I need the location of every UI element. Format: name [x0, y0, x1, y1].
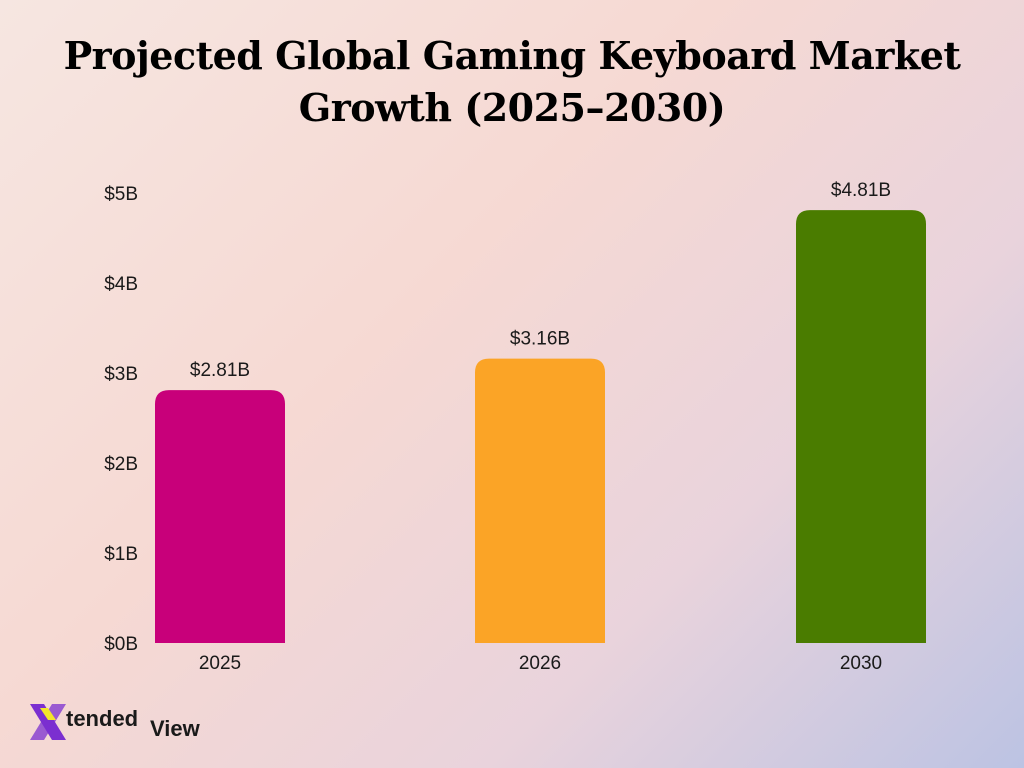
- bar-2030: [796, 210, 926, 643]
- x-tick-label-2025: 2025: [199, 653, 241, 674]
- y-axis-ticks: $0B $1B $2B $3B $4B $5B: [104, 184, 138, 655]
- xtendedview-logo: tended View: [26, 700, 226, 744]
- y-tick-label: $5B: [104, 184, 138, 205]
- logo-word-tended: tended: [66, 706, 139, 731]
- bars: [155, 210, 926, 643]
- y-tick-label: $0B: [104, 634, 138, 655]
- logo-word-view: View: [150, 716, 200, 741]
- value-label-2026: $3.16B: [510, 329, 570, 350]
- chart-title-line-1: Projected Global Gaming Keyboard Market: [63, 33, 961, 78]
- y-tick-label: $3B: [104, 364, 138, 385]
- y-tick-label: $2B: [104, 454, 138, 475]
- value-labels: $2.81B $3.16B $4.81B: [190, 180, 891, 381]
- bar-2026: [475, 358, 605, 643]
- x-tick-label-2026: 2026: [519, 653, 561, 674]
- x-axis-labels: 2025 2026 2030: [199, 653, 882, 674]
- chart-title: Projected Global Gaming Keyboard Market …: [40, 30, 984, 134]
- chart-title-line-2: Growth (2025–2030): [298, 85, 726, 130]
- value-label-2030: $4.81B: [831, 180, 891, 201]
- logo-x-mark-icon: [30, 704, 66, 740]
- x-tick-label-2030: 2030: [840, 653, 882, 674]
- bar-2025: [155, 390, 285, 643]
- y-tick-label: $1B: [104, 544, 138, 565]
- y-tick-label: $4B: [104, 274, 138, 295]
- value-label-2025: $2.81B: [190, 360, 250, 381]
